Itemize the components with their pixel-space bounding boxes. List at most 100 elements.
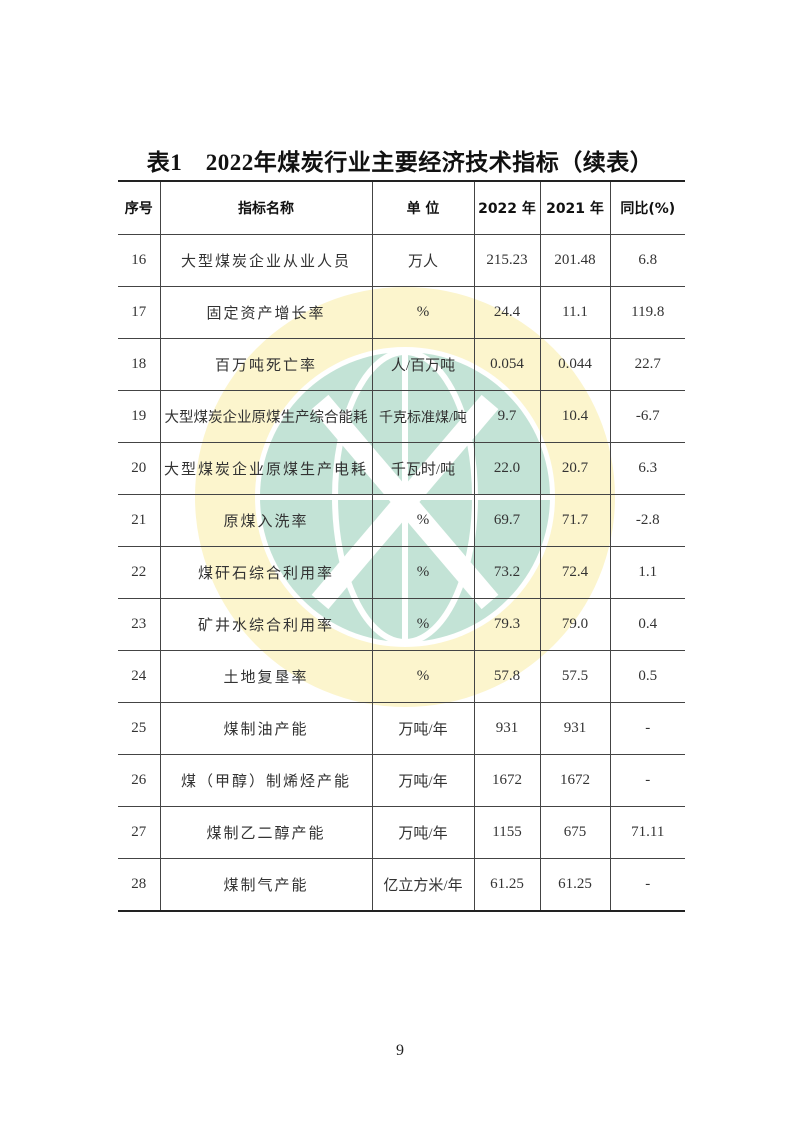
table-row: 27 煤制乙二醇产能 万吨/年 1155 675 71.11 <box>118 806 685 859</box>
cell-unit: 亿立方米/年 <box>371 858 475 912</box>
cell-name: 大型煤炭企业原煤生产电耗 <box>159 442 373 495</box>
table-row: 19 大型煤炭企业原煤生产综合能耗 千克标准煤/吨 9.7 10.4 -6.7 <box>118 390 685 443</box>
cell-2021: 1672 <box>539 754 611 807</box>
cell-name: 煤（甲醇）制烯烃产能 <box>159 754 373 807</box>
header-name: 指标名称 <box>159 180 373 235</box>
cell-index: 16 <box>118 234 161 287</box>
page-number: 9 <box>396 1042 404 1059</box>
header-2021: 2021 年 <box>539 180 611 235</box>
cell-2022: 9.7 <box>473 390 541 443</box>
cell-2021: 20.7 <box>539 442 611 495</box>
table-row: 26 煤（甲醇）制烯烃产能 万吨/年 1672 1672- <box>118 754 685 807</box>
cell-2021: 675 <box>539 806 611 859</box>
table-row: 28 煤制气产能 亿立方米/年 61.25 61.25- <box>118 858 685 912</box>
cell-unit: 万吨/年 <box>371 806 475 859</box>
header-yoy: 同比(%) <box>609 180 685 235</box>
cell-name: 大型煤炭企业从业人员 <box>159 234 373 287</box>
cell-unit: % <box>371 546 475 599</box>
table-row: 24 土地复垦率% 57.8 57.5 0.5 <box>118 650 685 703</box>
cell-name: 大型煤炭企业原煤生产综合能耗 <box>159 390 373 443</box>
cell-name: 煤矸石综合利用率 <box>159 546 373 599</box>
cell-unit: 万吨/年 <box>371 754 475 807</box>
cell-2022: 0.054 <box>473 338 541 391</box>
table-header-row: 序号 指标名称 单 位 2022 年 2021 年 同比(%) <box>118 180 685 235</box>
cell-index: 27 <box>118 806 161 859</box>
cell-2022: 931 <box>473 702 541 755</box>
cell-yoy: 6.3 <box>609 442 685 495</box>
cell-2021: 11.1 <box>539 286 611 339</box>
cell-name: 煤制气产能 <box>159 858 373 912</box>
cell-unit: % <box>371 494 475 547</box>
cell-name: 煤制油产能 <box>159 702 373 755</box>
cell-2022: 79.3 <box>473 598 541 651</box>
cell-index: 26 <box>118 754 161 807</box>
cell-index: 23 <box>118 598 161 651</box>
cell-name: 原煤入洗率 <box>159 494 373 547</box>
cell-yoy: 6.8 <box>609 234 685 287</box>
cell-unit: 人/百万吨 <box>371 338 475 391</box>
cell-name: 矿井水综合利用率 <box>159 598 373 651</box>
cell-2022: 61.25 <box>473 858 541 912</box>
header-2022: 2022 年 <box>473 180 541 235</box>
cell-name: 土地复垦率 <box>159 650 373 703</box>
cell-yoy: -6.7 <box>609 390 685 443</box>
cell-index: 28 <box>118 858 161 912</box>
cell-2022: 69.7 <box>473 494 541 547</box>
cell-unit: % <box>371 598 475 651</box>
cell-2021: 79.0 <box>539 598 611 651</box>
cell-2021: 71.7 <box>539 494 611 547</box>
header-index: 序号 <box>118 180 161 235</box>
cell-2022: 215.23 <box>473 234 541 287</box>
header-unit: 单 位 <box>371 180 475 235</box>
table-row: 25 煤制油产能 万吨/年 931 931- <box>118 702 685 755</box>
cell-index: 17 <box>118 286 161 339</box>
cell-yoy: - <box>609 754 685 807</box>
cell-unit: 千瓦时/吨 <box>371 442 475 495</box>
table-row: 20 大型煤炭企业原煤生产电耗 千瓦时/吨 22.0 20.7 6.3 <box>118 442 685 495</box>
cell-2022: 24.4 <box>473 286 541 339</box>
cell-2022: 22.0 <box>473 442 541 495</box>
cell-yoy: 119.8 <box>609 286 685 339</box>
cell-yoy: 22.7 <box>609 338 685 391</box>
cell-yoy: -2.8 <box>609 494 685 547</box>
cell-yoy: - <box>609 858 685 912</box>
cell-2021: 10.4 <box>539 390 611 443</box>
cell-index: 22 <box>118 546 161 599</box>
table-row: 16 大型煤炭企业从业人员 万人 215.23 201.48 6.8 <box>118 234 685 287</box>
cell-2021: 201.48 <box>539 234 611 287</box>
cell-index: 21 <box>118 494 161 547</box>
cell-name: 百万吨死亡率 <box>159 338 373 391</box>
cell-unit: % <box>371 650 475 703</box>
cell-yoy: 0.5 <box>609 650 685 703</box>
table-title: 表1 2022年煤炭行业主要经济技术指标（续表） <box>146 150 654 175</box>
table-row: 18 百万吨死亡率 人/百万吨 0.054 0.044 22.7 <box>118 338 685 391</box>
cell-name: 固定资产增长率 <box>159 286 373 339</box>
cell-2022: 1155 <box>473 806 541 859</box>
cell-unit: 千克标准煤/吨 <box>371 390 475 443</box>
table-row: 23 矿井水综合利用率% 79.3 79.0 0.4 <box>118 598 685 651</box>
cell-index: 20 <box>118 442 161 495</box>
cell-2021: 61.25 <box>539 858 611 912</box>
table-row: 17 固定资产增长率% 24.4 11.1 119.8 <box>118 286 685 339</box>
cell-index: 25 <box>118 702 161 755</box>
cell-unit: 万人 <box>371 234 475 287</box>
indicators-table: 序号 指标名称 单 位 2022 年 2021 年 同比(%) 16 大型煤炭企业… <box>118 180 685 912</box>
cell-yoy: - <box>609 702 685 755</box>
cell-index: 24 <box>118 650 161 703</box>
cell-2021: 931 <box>539 702 611 755</box>
cell-2021: 72.4 <box>539 546 611 599</box>
table-row: 21 原煤入洗率% 69.7 71.7 -2.8 <box>118 494 685 547</box>
cell-yoy: 1.1 <box>609 546 685 599</box>
cell-index: 19 <box>118 390 161 443</box>
cell-2021: 0.044 <box>539 338 611 391</box>
cell-2021: 57.5 <box>539 650 611 703</box>
cell-2022: 73.2 <box>473 546 541 599</box>
cell-index: 18 <box>118 338 161 391</box>
cell-2022: 1672 <box>473 754 541 807</box>
table-row: 22 煤矸石综合利用率% 73.2 72.4 1.1 <box>118 546 685 599</box>
cell-unit: % <box>371 286 475 339</box>
cell-2022: 57.8 <box>473 650 541 703</box>
cell-yoy: 71.11 <box>609 806 685 859</box>
cell-unit: 万吨/年 <box>371 702 475 755</box>
cell-name: 煤制乙二醇产能 <box>159 806 373 859</box>
